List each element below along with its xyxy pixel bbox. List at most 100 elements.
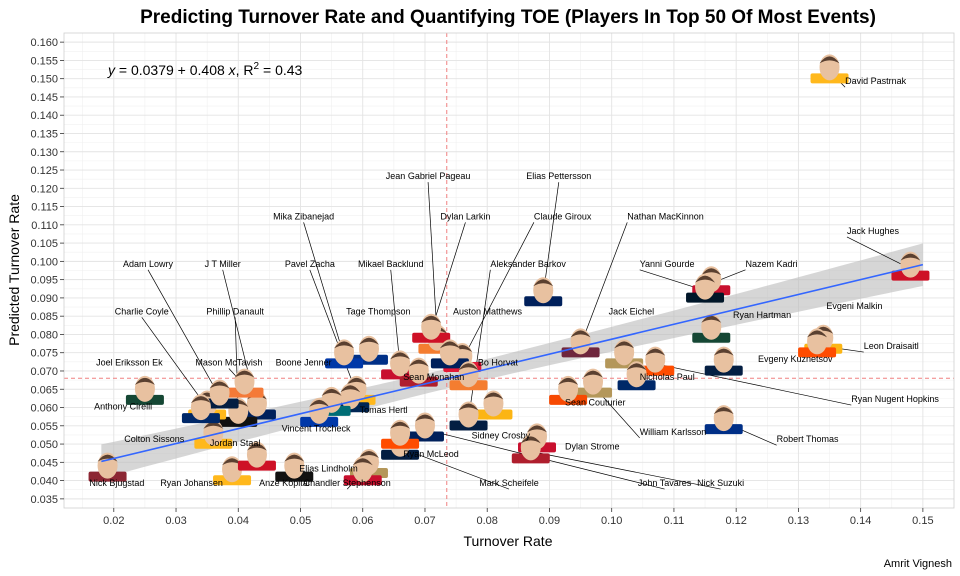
leader-line xyxy=(141,317,208,408)
player-label: Claude Giroux xyxy=(534,211,592,221)
player-label: William Karlsson xyxy=(640,427,707,437)
player-label: Mikael Backlund xyxy=(358,259,424,269)
player-label: Anthony Cirelli xyxy=(94,401,152,411)
player-label: Jack Eichel xyxy=(609,306,655,316)
player-marker xyxy=(325,339,364,369)
x-tick-label: 0.10 xyxy=(601,515,622,527)
y-tick-label: 0.105 xyxy=(30,238,58,250)
eq-r: , R xyxy=(236,62,254,78)
player-marker xyxy=(686,273,725,303)
hair-shape xyxy=(222,458,243,466)
hair-shape xyxy=(483,392,504,400)
player-label: Sean Monahan xyxy=(403,372,464,382)
player-label: John Tavares xyxy=(638,478,692,488)
x-tick-label: 0.12 xyxy=(725,515,746,527)
x-tick-label: 0.05 xyxy=(290,515,311,527)
player-label: Charlie Coyle xyxy=(115,306,169,316)
hair-shape xyxy=(352,458,373,466)
leader-line xyxy=(655,363,852,406)
player-label: Anze Kopitar xyxy=(259,478,311,488)
hair-shape xyxy=(645,348,666,356)
player-label: Adam Lowry xyxy=(123,259,174,269)
player-marker xyxy=(524,277,563,307)
hair-shape xyxy=(408,359,429,367)
player-label: Dylan Strome xyxy=(565,442,620,452)
y-axis-title: Predicted Turnover Rate xyxy=(6,194,22,346)
y-tick-label: 0.065 xyxy=(30,384,58,396)
plot-border xyxy=(63,32,955,509)
y-tick-label: 0.090 xyxy=(30,293,58,305)
y-tick-label: 0.070 xyxy=(30,366,58,378)
hair-shape xyxy=(358,337,379,345)
hair-shape xyxy=(819,56,840,64)
leader-line xyxy=(462,222,535,361)
player-marker xyxy=(125,375,164,405)
x-tick-label: 0.04 xyxy=(228,515,249,527)
y-tick-label: 0.150 xyxy=(30,74,58,86)
regression-fit-line xyxy=(101,263,924,463)
player-label: Jordan Staal xyxy=(210,438,261,448)
y-tick-label: 0.045 xyxy=(30,457,58,469)
leader-line xyxy=(303,222,345,357)
player-label: Ryan Nugent Hopkins xyxy=(851,394,939,404)
leader-line xyxy=(147,269,220,397)
player-labels: David Pastrnak Jack Hughes Evgeni Malkin Le… xyxy=(89,76,939,488)
y-tick-label: 0.110 xyxy=(31,220,58,232)
player-label: Elias Lindholm xyxy=(299,463,358,473)
leader-line xyxy=(309,269,357,394)
player-marker xyxy=(891,251,930,281)
player-label: Sean Couturier xyxy=(565,398,626,408)
player-marker xyxy=(399,357,438,387)
player-marker xyxy=(561,328,600,358)
player-label: Aleksander Barkov xyxy=(490,259,566,269)
player-label: Boone Jenner xyxy=(276,358,332,368)
y-tick-label: 0.050 xyxy=(30,439,58,451)
hair-shape xyxy=(626,363,647,371)
leader-line xyxy=(530,451,721,490)
leader-line xyxy=(542,182,560,295)
player-marker xyxy=(194,419,233,449)
hair-shape xyxy=(358,450,379,458)
hair-shape xyxy=(209,381,230,389)
x-tick-label: 0.15 xyxy=(912,515,933,527)
chart-title: Predicting Turnover Rate and Quantifying… xyxy=(140,7,876,28)
hair-shape xyxy=(421,315,442,323)
hair-shape xyxy=(134,377,155,385)
regression-line xyxy=(101,263,924,463)
eq-tail: = 0.43 xyxy=(259,62,302,78)
player-label: Nick Bjugstad xyxy=(89,478,144,488)
eq-y: y xyxy=(107,62,116,78)
x-tick-label: 0.02 xyxy=(103,515,124,527)
player-marker xyxy=(213,456,252,486)
y-tick-label: 0.075 xyxy=(30,348,58,360)
hair-shape xyxy=(97,454,118,462)
x-tick-label: 0.07 xyxy=(414,515,435,527)
player-label: Chandler Stephenson xyxy=(304,478,391,488)
hair-shape xyxy=(390,352,411,360)
player-label: Auston Matthews xyxy=(453,306,523,316)
player-marker xyxy=(449,401,488,431)
player-marker xyxy=(237,441,276,471)
hair-shape xyxy=(458,403,479,411)
hair-shape xyxy=(527,425,548,433)
player-label: Mark Scheifele xyxy=(479,478,539,488)
hair-shape xyxy=(713,407,734,415)
hair-shape xyxy=(234,370,255,378)
eq-x: x xyxy=(228,62,237,78)
y-tick-label: 0.040 xyxy=(30,476,58,488)
player-label: J T Miller xyxy=(205,259,241,269)
y-tick-label: 0.080 xyxy=(30,329,58,341)
x-tick-label: 0.06 xyxy=(352,515,373,527)
player-label: Yanni Gourde xyxy=(640,259,695,269)
player-marker xyxy=(692,313,731,343)
hair-shape xyxy=(346,377,367,385)
player-marker xyxy=(474,390,513,420)
player-label: Mason McTavish xyxy=(195,358,262,368)
player-marker xyxy=(549,375,588,405)
hair-shape xyxy=(533,279,554,287)
player-label: Bo Horvat xyxy=(478,358,519,368)
hair-shape xyxy=(614,341,635,349)
player-marker xyxy=(430,339,469,369)
player-marker xyxy=(617,361,656,391)
